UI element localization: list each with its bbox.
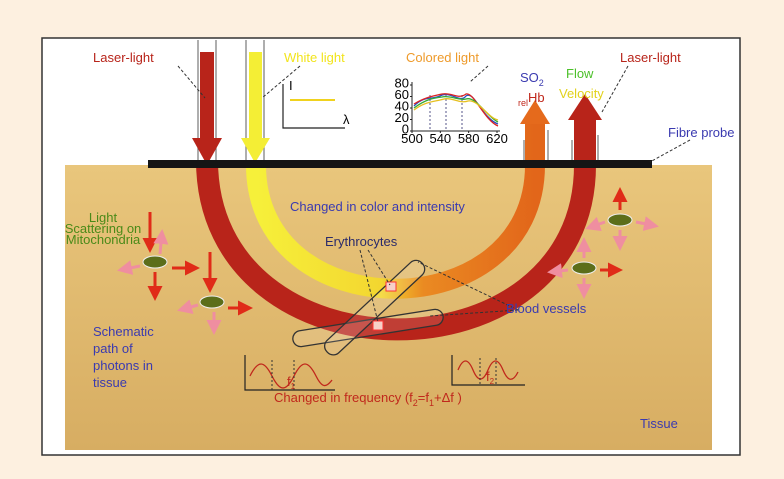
vessels-part bbox=[385, 281, 397, 292]
leader-lines-part bbox=[649, 139, 691, 163]
frequency-plots-part bbox=[451, 355, 525, 386]
vessels-part bbox=[323, 259, 426, 356]
mitochondria-part bbox=[142, 255, 168, 269]
label-part: +Δf ) bbox=[434, 390, 462, 405]
arrow-head bbox=[568, 94, 602, 120]
scatter-arrows-part bbox=[585, 216, 606, 232]
mitochondria-part bbox=[199, 295, 225, 309]
arrow-head bbox=[520, 100, 550, 124]
label-line: photons in bbox=[93, 358, 153, 373]
label: Laser-light bbox=[93, 50, 154, 65]
leader-lines-part bbox=[261, 65, 301, 99]
intensity-plot: I λ bbox=[282, 78, 350, 129]
label-line: Scattering on bbox=[65, 221, 142, 236]
leader-lines-part bbox=[177, 65, 206, 99]
label: f2 bbox=[486, 369, 495, 386]
label-line: Mitochondria bbox=[66, 232, 141, 247]
x-tick-label: 540 bbox=[429, 131, 451, 146]
y-tick-label: 20 bbox=[395, 110, 409, 125]
label-line: path of bbox=[93, 341, 133, 356]
y-tick-label: 40 bbox=[395, 99, 409, 114]
label: Flow bbox=[566, 66, 594, 81]
frequency-plots bbox=[244, 355, 525, 391]
x-tick-label: 620 bbox=[486, 131, 508, 146]
subscript: 2 bbox=[413, 398, 418, 408]
leader-lines-part bbox=[417, 261, 519, 311]
subscript: 2 bbox=[539, 78, 544, 88]
white-light-in bbox=[249, 52, 262, 140]
subscript: 2 bbox=[490, 377, 495, 386]
label: Laser-light bbox=[620, 50, 681, 65]
subscript: 1 bbox=[291, 382, 296, 391]
leader-lines-part bbox=[367, 249, 391, 286]
vessels bbox=[292, 259, 444, 356]
label-part: Hb bbox=[528, 90, 545, 105]
scatter-arrows bbox=[117, 187, 659, 335]
spectrum-plot-part bbox=[413, 93, 499, 127]
laser-path bbox=[196, 118, 596, 341]
vessels-part bbox=[372, 320, 384, 331]
intensity-plot-part bbox=[282, 84, 345, 129]
leader-lines bbox=[177, 65, 691, 323]
label: f1 bbox=[287, 374, 296, 391]
label-part: SO bbox=[520, 70, 539, 85]
frequency-plots-part bbox=[244, 355, 335, 391]
label: Changed in color and intensity bbox=[290, 199, 465, 214]
tissue-area bbox=[65, 165, 712, 450]
label: Blood vessels bbox=[506, 301, 587, 316]
scatter-arrows-part bbox=[153, 229, 169, 255]
mitochondria bbox=[142, 213, 633, 309]
label-part: f bbox=[287, 374, 291, 389]
label: Fibre probe bbox=[668, 125, 734, 140]
arrow-head bbox=[192, 138, 222, 165]
vessels-part-part bbox=[323, 259, 426, 356]
leader-lines-part bbox=[469, 65, 489, 83]
scatter-arrows-part bbox=[177, 299, 199, 315]
axis-label: I bbox=[289, 78, 293, 93]
schematic-label: Schematic path of photons in tissue bbox=[93, 324, 154, 390]
subscript: rel bbox=[518, 98, 528, 108]
label: White light bbox=[284, 50, 345, 65]
scatter-arrows-part bbox=[635, 216, 659, 232]
label-line: Light bbox=[89, 210, 118, 225]
scatter-arrows-part bbox=[547, 263, 569, 279]
label: Changed in frequency (f2=f1+Δf ) bbox=[274, 390, 462, 408]
label: Erythrocytes bbox=[325, 234, 398, 249]
y-tick-label: 80 bbox=[395, 76, 409, 91]
label-part: f bbox=[486, 369, 490, 384]
label: Colored light bbox=[406, 50, 479, 65]
leader-lines-part bbox=[601, 65, 629, 113]
mitochondria-part bbox=[607, 213, 633, 227]
label-line: Schematic bbox=[93, 324, 154, 339]
y-tick-label: 0 bbox=[402, 122, 409, 137]
label-part: =f bbox=[418, 390, 430, 405]
label: Tissue bbox=[640, 416, 678, 431]
laser-in bbox=[200, 52, 214, 140]
colored-light-path bbox=[246, 122, 545, 299]
x-tick-label: 580 bbox=[458, 131, 480, 146]
mitochondria-part bbox=[571, 261, 597, 275]
spectrum-plot-part bbox=[413, 97, 499, 121]
arrow-head bbox=[241, 138, 270, 163]
label: SO2 bbox=[520, 70, 544, 88]
label-line: tissue bbox=[93, 375, 127, 390]
x-tick-label: 500 bbox=[401, 131, 423, 146]
y-tick-label: 60 bbox=[395, 87, 409, 102]
label-part: Changed in frequency (f bbox=[274, 390, 413, 405]
axis-label: λ bbox=[343, 112, 350, 127]
label: Velocity bbox=[559, 86, 604, 101]
scatter-arrows-part bbox=[117, 260, 141, 276]
label: relHb bbox=[518, 90, 545, 108]
frequency-plots-part bbox=[457, 360, 519, 380]
fibre-probe-bar bbox=[148, 160, 652, 168]
leader-lines-part bbox=[359, 249, 379, 323]
subscript: 1 bbox=[429, 398, 434, 408]
